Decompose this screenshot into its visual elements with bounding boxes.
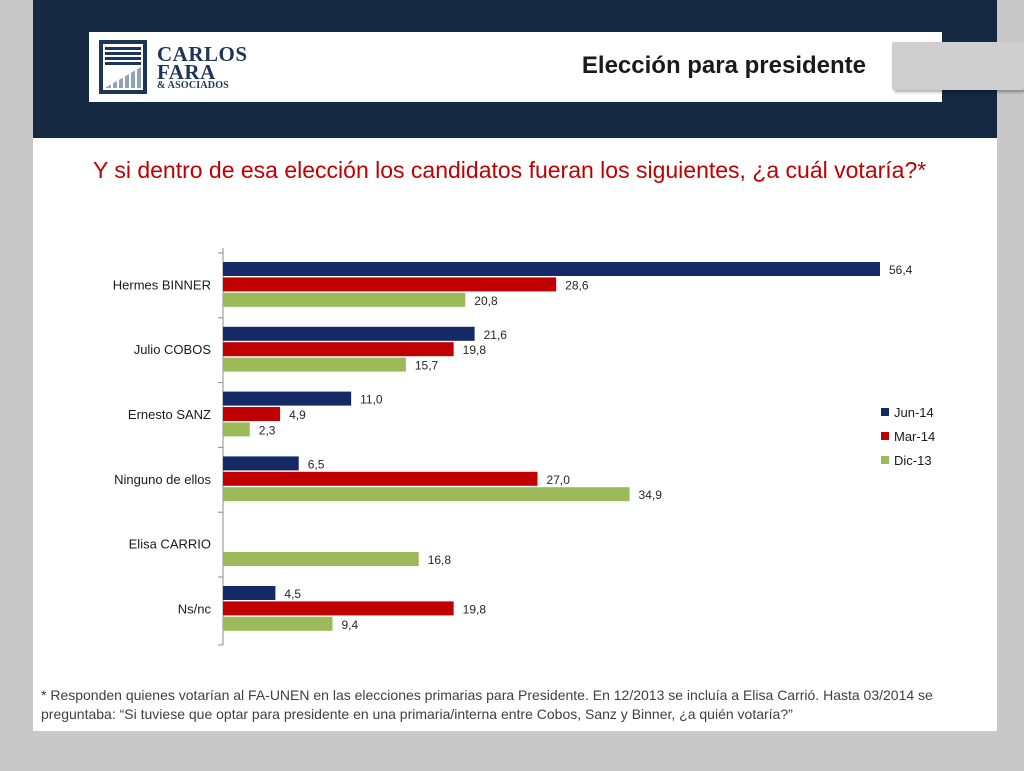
section-title: Elección para presidente <box>581 52 866 79</box>
data-label: 15,7 <box>415 359 439 373</box>
data-label: 34,9 <box>639 488 663 502</box>
category-label: Elisa CARRIO <box>129 537 211 552</box>
logo-text-line3: & ASOCIADOS <box>157 80 229 91</box>
data-label: 6,5 <box>308 457 325 471</box>
bar-jun-14 <box>223 391 352 406</box>
bar-dic-13 <box>223 357 406 372</box>
bar-dic-13 <box>223 487 630 502</box>
bar-dic-13 <box>223 422 250 437</box>
legend-swatch-dic-13 <box>881 456 889 464</box>
header: CARLOS FARA & ASOCIADOS Elección para pr… <box>33 0 997 138</box>
logo-building-icon <box>99 40 147 94</box>
bar-mar-14 <box>223 342 454 357</box>
data-label: 16,8 <box>428 553 452 567</box>
bar-jun-14 <box>223 326 475 341</box>
logo-text-line2: FARA <box>157 60 216 84</box>
bar-mar-14 <box>223 471 538 486</box>
data-label: 11,0 <box>360 393 383 407</box>
data-label: 56,4 <box>889 263 913 277</box>
question-title: Y si dentro de esa elección los candidat… <box>93 157 927 183</box>
category-label: Ns/nc <box>178 601 212 616</box>
header-bar: CARLOS FARA & ASOCIADOS Elección para pr… <box>89 32 942 102</box>
slide: CARLOS FARA & ASOCIADOS Elección para pr… <box>33 0 997 731</box>
company-logo: CARLOS FARA & ASOCIADOS <box>99 40 279 96</box>
bar-mar-14 <box>223 407 281 421</box>
bar-jun-14 <box>223 586 276 600</box>
data-label: 4,9 <box>289 408 306 422</box>
legend-swatch-mar-14 <box>881 432 889 440</box>
category-label: Ninguno de ellos <box>114 472 211 487</box>
data-label: 19,8 <box>463 343 487 357</box>
legend-label: Dic-13 <box>894 453 932 468</box>
category-label: Julio COBOS <box>134 342 212 357</box>
data-label: 9,4 <box>342 618 359 632</box>
bar-mar-14 <box>223 277 557 292</box>
data-label: 28,6 <box>565 278 589 292</box>
legend-swatch-jun-14 <box>881 408 889 416</box>
category-label: Hermes BINNER <box>113 277 211 292</box>
data-label: 20,8 <box>474 294 498 308</box>
category-label: Ernesto SANZ <box>128 407 211 422</box>
decorative-tab <box>892 42 1024 90</box>
data-label: 19,8 <box>463 602 487 616</box>
data-label: 2,3 <box>259 423 276 437</box>
bar-dic-13 <box>223 552 419 566</box>
data-label: 27,0 <box>547 473 571 487</box>
data-label: 21,6 <box>484 328 508 342</box>
bar-dic-13 <box>223 292 466 307</box>
legend-label: Jun-14 <box>894 405 934 420</box>
bar-dic-13 <box>223 616 333 631</box>
footnote: * Responden quienes votarían al FA-UNEN … <box>41 687 933 722</box>
logo-text-line1: CARLOS <box>157 42 248 66</box>
bar-jun-14 <box>223 456 299 471</box>
bar-jun-14 <box>223 262 880 276</box>
legend-label: Mar-14 <box>894 429 935 444</box>
data-label: 4,5 <box>284 587 301 601</box>
bar-chart: Hermes BINNER 56,4 28,6 20,8 Julio COBOS 21,6… <box>113 248 935 646</box>
bar-mar-14 <box>223 601 454 616</box>
